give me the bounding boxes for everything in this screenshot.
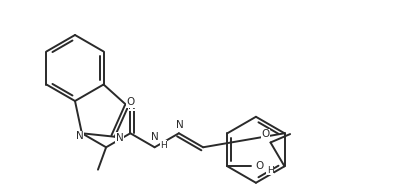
Text: O: O bbox=[126, 98, 134, 108]
Text: H: H bbox=[267, 166, 274, 175]
Text: N: N bbox=[128, 101, 136, 111]
Text: H: H bbox=[160, 141, 167, 150]
Text: N: N bbox=[151, 132, 158, 142]
Text: O: O bbox=[261, 130, 270, 139]
Text: N: N bbox=[176, 120, 184, 130]
Text: N: N bbox=[116, 133, 124, 143]
Text: O: O bbox=[255, 161, 263, 171]
Text: N: N bbox=[76, 131, 84, 141]
